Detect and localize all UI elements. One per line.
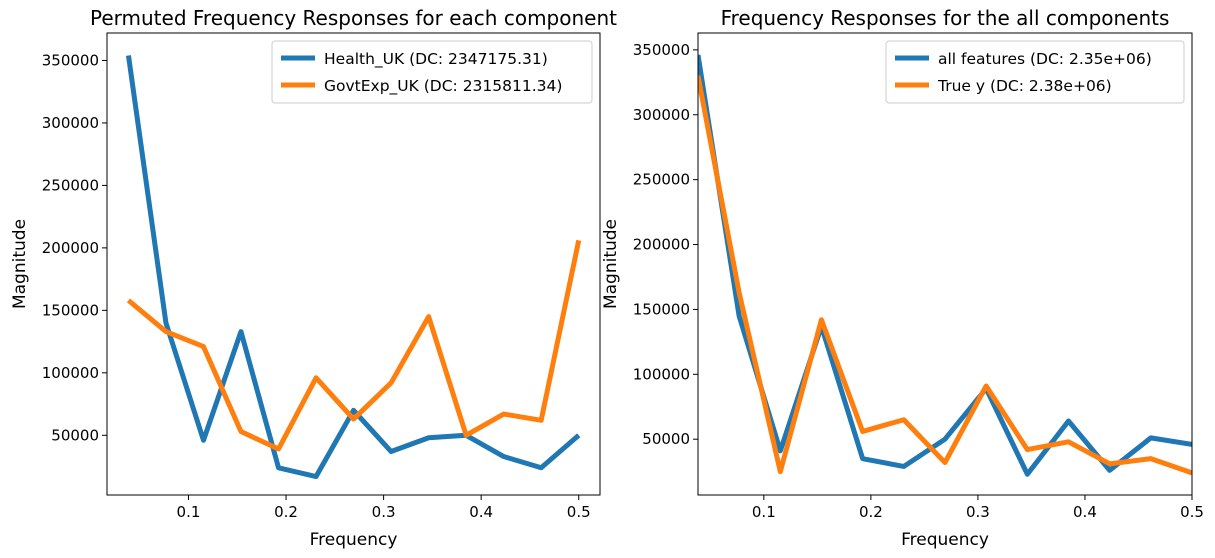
y-tick-label: 50000 <box>642 430 690 448</box>
y-tick-label: 300000 <box>633 106 690 124</box>
y-tick-label: 300000 <box>42 114 99 132</box>
y-tick-label: 100000 <box>42 364 99 382</box>
y-tick-label: 150000 <box>633 300 690 318</box>
x-tick-label: 0.5 <box>567 503 591 521</box>
series-line-2 <box>126 239 582 452</box>
x-tick-label: 0.1 <box>752 503 776 521</box>
y-tick-label: 150000 <box>42 301 99 319</box>
chart-panel-2: Frequency Responses for the all componen… <box>601 6 1204 550</box>
legend: all features (DC: 2.35e+06) True y (DC: 2… <box>885 40 1185 104</box>
y-axis-label: Magnitude <box>601 219 621 309</box>
x-axis-label: Frequency <box>901 530 989 550</box>
x-tick-label: 0.5 <box>1180 503 1204 521</box>
legend-box <box>271 40 593 104</box>
y-tick-label: 350000 <box>42 51 99 69</box>
series-line-1 <box>698 54 1192 477</box>
axes-frame <box>106 32 601 496</box>
y-tick-label: 350000 <box>633 41 690 59</box>
y-tick-label: 250000 <box>633 171 690 189</box>
x-tick-label: 0.4 <box>1073 503 1097 521</box>
legend-box <box>885 40 1185 104</box>
chart-title: Frequency Responses for the all componen… <box>721 6 1170 30</box>
x-tick-label: 0.4 <box>469 503 493 521</box>
legend: Health_UK (DC: 2347175.31) GovtExp_UK (DC… <box>271 40 593 104</box>
x-tick-label: 0.3 <box>966 503 990 521</box>
legend-label-1: Health_UK (DC: 2347175.31) <box>324 50 548 69</box>
y-tick-label: 50000 <box>51 426 99 444</box>
x-tick-label: 0.1 <box>177 503 201 521</box>
axes-frame <box>697 32 1193 496</box>
chart-panel-1: Permuted Frequency Responses for each co… <box>10 6 617 550</box>
series-line-1 <box>125 55 581 480</box>
series-line-2 <box>698 75 1192 476</box>
x-tick-label: 0.2 <box>274 503 298 521</box>
x-tick-label: 0.3 <box>372 503 396 521</box>
y-axis-label: Magnitude <box>10 219 30 309</box>
legend-label-1: all features (DC: 2.35e+06) <box>938 50 1152 68</box>
y-tick-label: 200000 <box>42 239 99 257</box>
y-tick-label: 250000 <box>42 176 99 194</box>
legend-label-2: True y (DC: 2.38e+06) <box>937 77 1112 95</box>
chart-title: Permuted Frequency Responses for each co… <box>90 6 617 30</box>
x-tick-label: 0.2 <box>859 503 883 521</box>
x-axis-label: Frequency <box>310 530 398 550</box>
y-tick-label: 100000 <box>633 365 690 383</box>
y-tick-label: 200000 <box>633 236 690 254</box>
legend-label-2: GovtExp_UK (DC: 2315811.34) <box>324 77 562 96</box>
